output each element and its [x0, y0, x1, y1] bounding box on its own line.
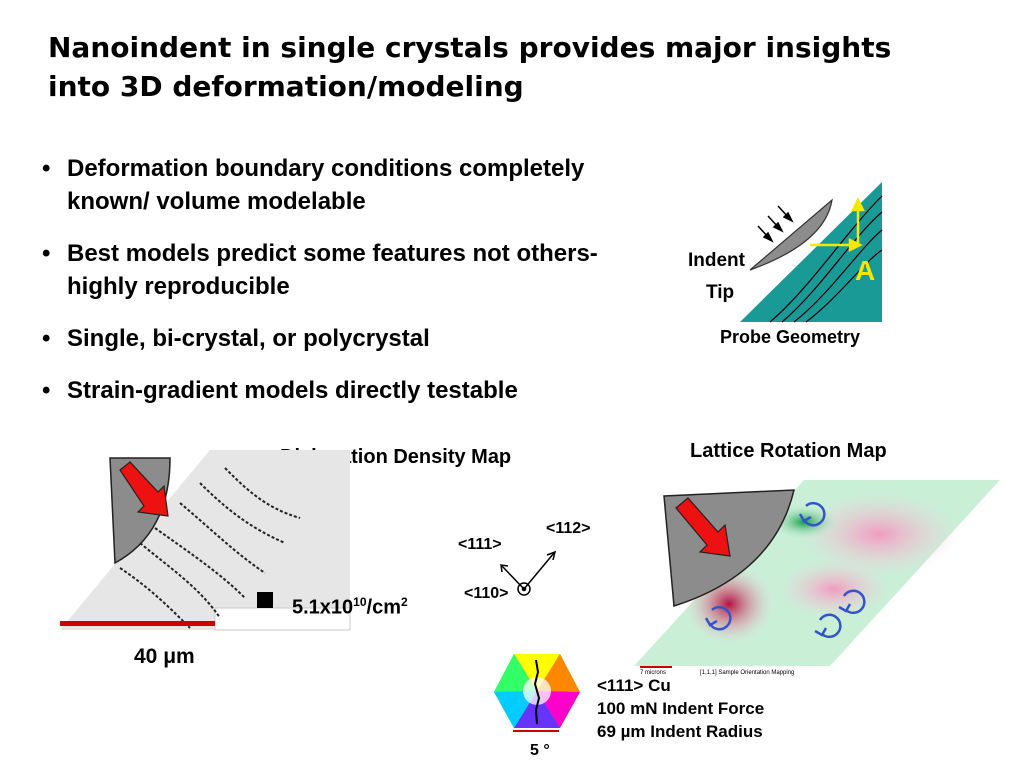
density-unit: /cm	[366, 596, 401, 619]
lattice-map-title: Lattice Rotation Map	[690, 440, 887, 462]
load-arrows	[757, 205, 794, 243]
orientation-triad	[500, 550, 557, 596]
bullet-item: Strain-gradient models directly testable	[42, 374, 642, 407]
rotation-arrows	[704, 501, 866, 639]
rotation-zone	[799, 492, 959, 576]
probe-geometry-figure	[740, 182, 883, 323]
density-unit-exponent: 2	[401, 595, 408, 609]
axis-arrows	[810, 197, 866, 253]
legend-angle: 5 °	[530, 742, 550, 759]
a-label: A	[855, 255, 876, 286]
indent-radius-label: 69 µm Indent Radius	[597, 722, 763, 741]
density-value: 5.1x10	[292, 596, 354, 619]
map-region	[60, 450, 350, 630]
bullet-list: Deformation boundary conditions complete…	[42, 152, 642, 426]
bullet-item: Deformation boundary conditions complete…	[42, 152, 642, 218]
scale-bar	[60, 621, 215, 626]
density-exponent: 10	[353, 595, 367, 609]
density-swatch	[257, 592, 273, 608]
indent-force-label: 100 mN Indent Force	[597, 699, 765, 718]
tip-label: Tip	[706, 282, 735, 303]
scale-label: 40 μm	[134, 645, 195, 668]
dir-110-label: <110>	[464, 585, 509, 602]
dislocation-traces	[119, 467, 301, 629]
slip-lines	[769, 195, 883, 323]
indent-tip-shape	[749, 198, 833, 271]
dir-112-label: <112>	[546, 520, 591, 537]
title-line-2: into 3D deformation/modeling	[48, 70, 524, 103]
material-label: <111> Cu	[597, 676, 671, 695]
slide-title: Nanoindent in single crystals provides m…	[48, 28, 1024, 106]
legend-underline	[513, 730, 559, 732]
dislocation-density-map	[60, 450, 351, 631]
map-light-strip	[214, 607, 351, 631]
probe-geometry-caption: Probe Geometry	[720, 327, 861, 347]
bullet-item: Best models predict some features not ot…	[42, 237, 642, 303]
micro-scale-bar	[640, 666, 672, 668]
bullet-item: Single, bi-crystal, or polycrystal	[42, 322, 642, 355]
indent-arrow	[675, 497, 731, 557]
micro-caption: [1,1,1] Sample Orientation Mapping	[700, 670, 795, 676]
indent-arrow	[119, 461, 169, 517]
micro-scale-label: 7 microns	[640, 670, 667, 676]
lattice-rotation-map	[634, 480, 1000, 668]
indent-label: Indent	[688, 250, 745, 271]
crystal-region	[740, 182, 882, 322]
rotation-zone	[779, 559, 889, 619]
density-value-label: 5.1x1010/cm2	[292, 595, 408, 620]
orientation-color-legend	[494, 654, 580, 728]
dir-111-label: <111>	[458, 536, 502, 553]
title-line-1: Nanoindent in single crystals provides m…	[48, 31, 892, 64]
